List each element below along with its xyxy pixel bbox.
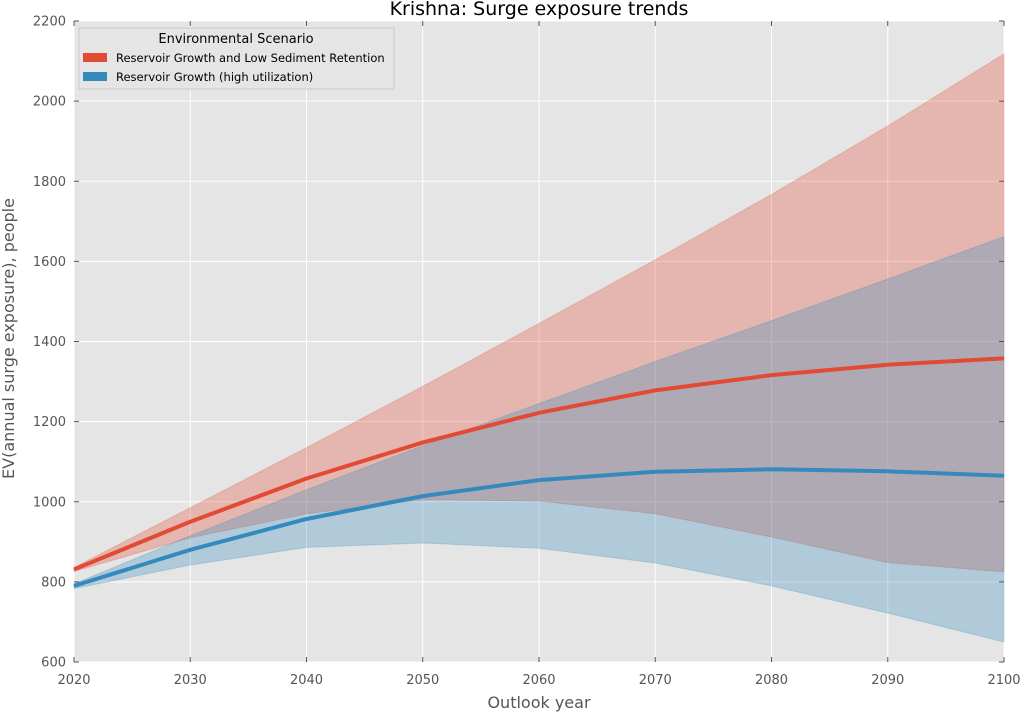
- y-tick-label: 2000: [33, 95, 66, 110]
- x-tick-label: 2040: [290, 673, 323, 688]
- y-tick-label: 800: [41, 575, 66, 590]
- y-tick-label: 1000: [33, 495, 66, 510]
- legend-box: [78, 27, 395, 90]
- y-axis-title: EV(annual surge exposure), people: [0, 198, 18, 479]
- x-tick-label: 2030: [174, 673, 207, 688]
- series-lines: [73, 356, 1005, 588]
- x-tick-label: 2080: [755, 673, 788, 688]
- legend-swatch: [83, 72, 107, 81]
- y-tick-label: 1200: [33, 415, 66, 430]
- x-axis-title: Outlook year: [487, 693, 591, 712]
- series-line: [73, 467, 1005, 588]
- x-tick-label: 2020: [57, 673, 90, 688]
- series-band: [73, 52, 1005, 573]
- axes: 2020 2030 2040 2050 2060 2070 2080 2090 2100 600 8…: [33, 15, 1020, 689]
- y-tick-label: 1600: [33, 255, 66, 270]
- legend-label: Reservoir Growth (high utilization): [116, 70, 313, 84]
- y-tick-label: 1400: [33, 335, 66, 350]
- x-tick-label: 2070: [639, 673, 672, 688]
- chart-title: Krishna: Surge exposure trends: [390, 0, 689, 20]
- y-tick-label: 600: [41, 656, 66, 671]
- x-tick-label: 2100: [987, 673, 1020, 688]
- confidence-bands: [73, 52, 1005, 643]
- y-tick-label: 1800: [33, 175, 66, 190]
- x-tick-label: 2060: [522, 673, 555, 688]
- series-line: [73, 356, 1005, 572]
- series-band: [73, 235, 1005, 643]
- y-tick-label: 2200: [33, 15, 66, 30]
- x-tick-label: 2050: [406, 673, 439, 688]
- legend: Environmental Scenario Reservoir Growth …: [78, 27, 395, 90]
- legend-swatch: [83, 53, 107, 62]
- legend-label: Reservoir Growth and Low Sediment Retent…: [116, 51, 385, 65]
- legend-title: Environmental Scenario: [158, 32, 313, 47]
- x-tick-label: 2090: [871, 673, 904, 688]
